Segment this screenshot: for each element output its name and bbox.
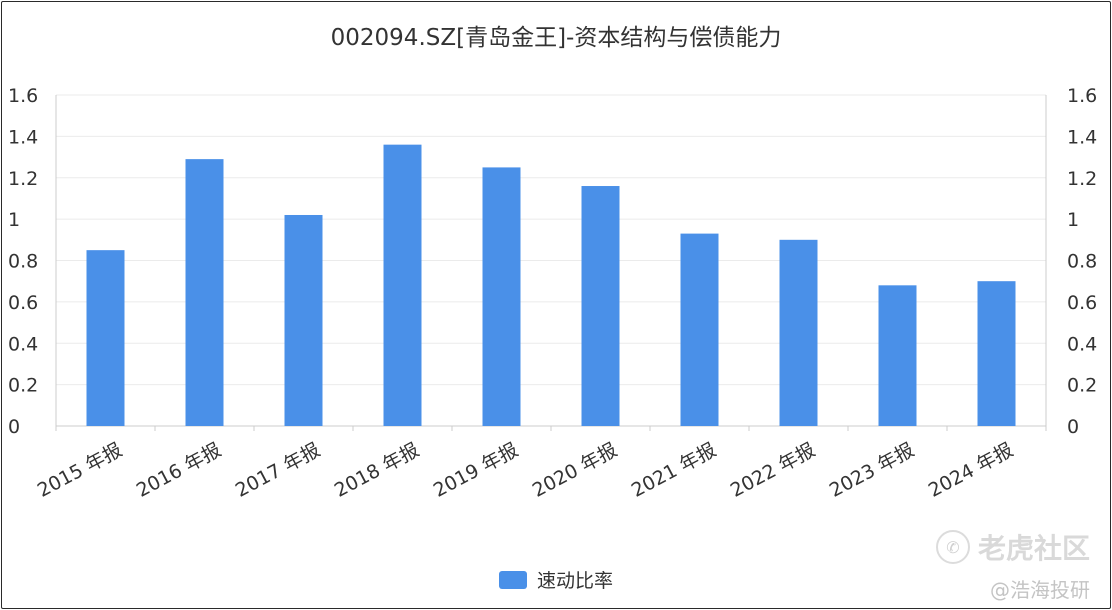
bar: [383, 144, 422, 426]
y-tick-label-right: 0.6: [1067, 292, 1097, 314]
legend[interactable]: 速动比率: [0, 566, 1112, 593]
y-tick-label-left: 0.2: [8, 375, 38, 397]
watermark-author: @浩海投研: [990, 578, 1090, 602]
y-tick-label-right: 1.2: [1067, 168, 1097, 190]
legend-swatch: [498, 570, 527, 589]
bar: [86, 250, 125, 426]
tiger-logo-icon: ✆: [935, 530, 970, 564]
y-tick-label-left: 0: [8, 416, 20, 438]
y-tick-label-right: 1.4: [1067, 126, 1097, 148]
y-tick-label-right: 0.8: [1067, 251, 1097, 273]
bar: [581, 186, 620, 426]
y-tick-label-left: 1: [8, 209, 20, 231]
y-tick-label-right: 1.6: [1067, 85, 1097, 107]
y-tick-label-left: 1.2: [8, 168, 38, 190]
bar: [482, 167, 521, 426]
y-tick-label-right: 0.2: [1067, 375, 1097, 397]
bar: [878, 285, 917, 426]
bar: [680, 233, 719, 426]
legend-label: 速动比率: [536, 570, 613, 592]
x-tick-label: 2022 年报: [727, 439, 819, 502]
x-tick-label: 2019 年报: [430, 439, 522, 502]
x-tick-label: 2017 年报: [232, 439, 324, 502]
x-tick-label: 2016 年报: [133, 439, 225, 502]
y-tick-label-right: 0: [1067, 416, 1079, 438]
x-tick-label: 2018 年报: [331, 439, 423, 502]
y-tick-label-left: 1.6: [8, 85, 38, 107]
bar: [779, 239, 818, 426]
y-tick-label-right: 1: [1067, 209, 1079, 231]
y-tick-label-right: 0.4: [1067, 333, 1097, 355]
y-tick-label-left: 0.4: [8, 333, 38, 355]
x-tick-label: 2021 年报: [628, 439, 720, 502]
x-tick-label: 2020 年报: [529, 439, 621, 502]
y-tick-label-left: 0.8: [8, 251, 38, 273]
y-tick-label-left: 1.4: [8, 126, 38, 148]
chart-title: 002094.SZ[青岛金王]-资本结构与偿债能力: [330, 25, 782, 51]
x-tick-label: 2024 年报: [925, 439, 1017, 502]
x-tick-label: 2015 年报: [34, 439, 126, 502]
bar: [185, 159, 224, 426]
y-tick-label-left: 0.6: [8, 292, 38, 314]
watermark-logo: ✆ 老虎社区: [935, 527, 1090, 567]
watermark-logo-text: 老虎社区: [977, 532, 1090, 565]
bar: [977, 281, 1016, 426]
bar: [284, 214, 323, 426]
x-tick-label: 2023 年报: [826, 439, 918, 502]
